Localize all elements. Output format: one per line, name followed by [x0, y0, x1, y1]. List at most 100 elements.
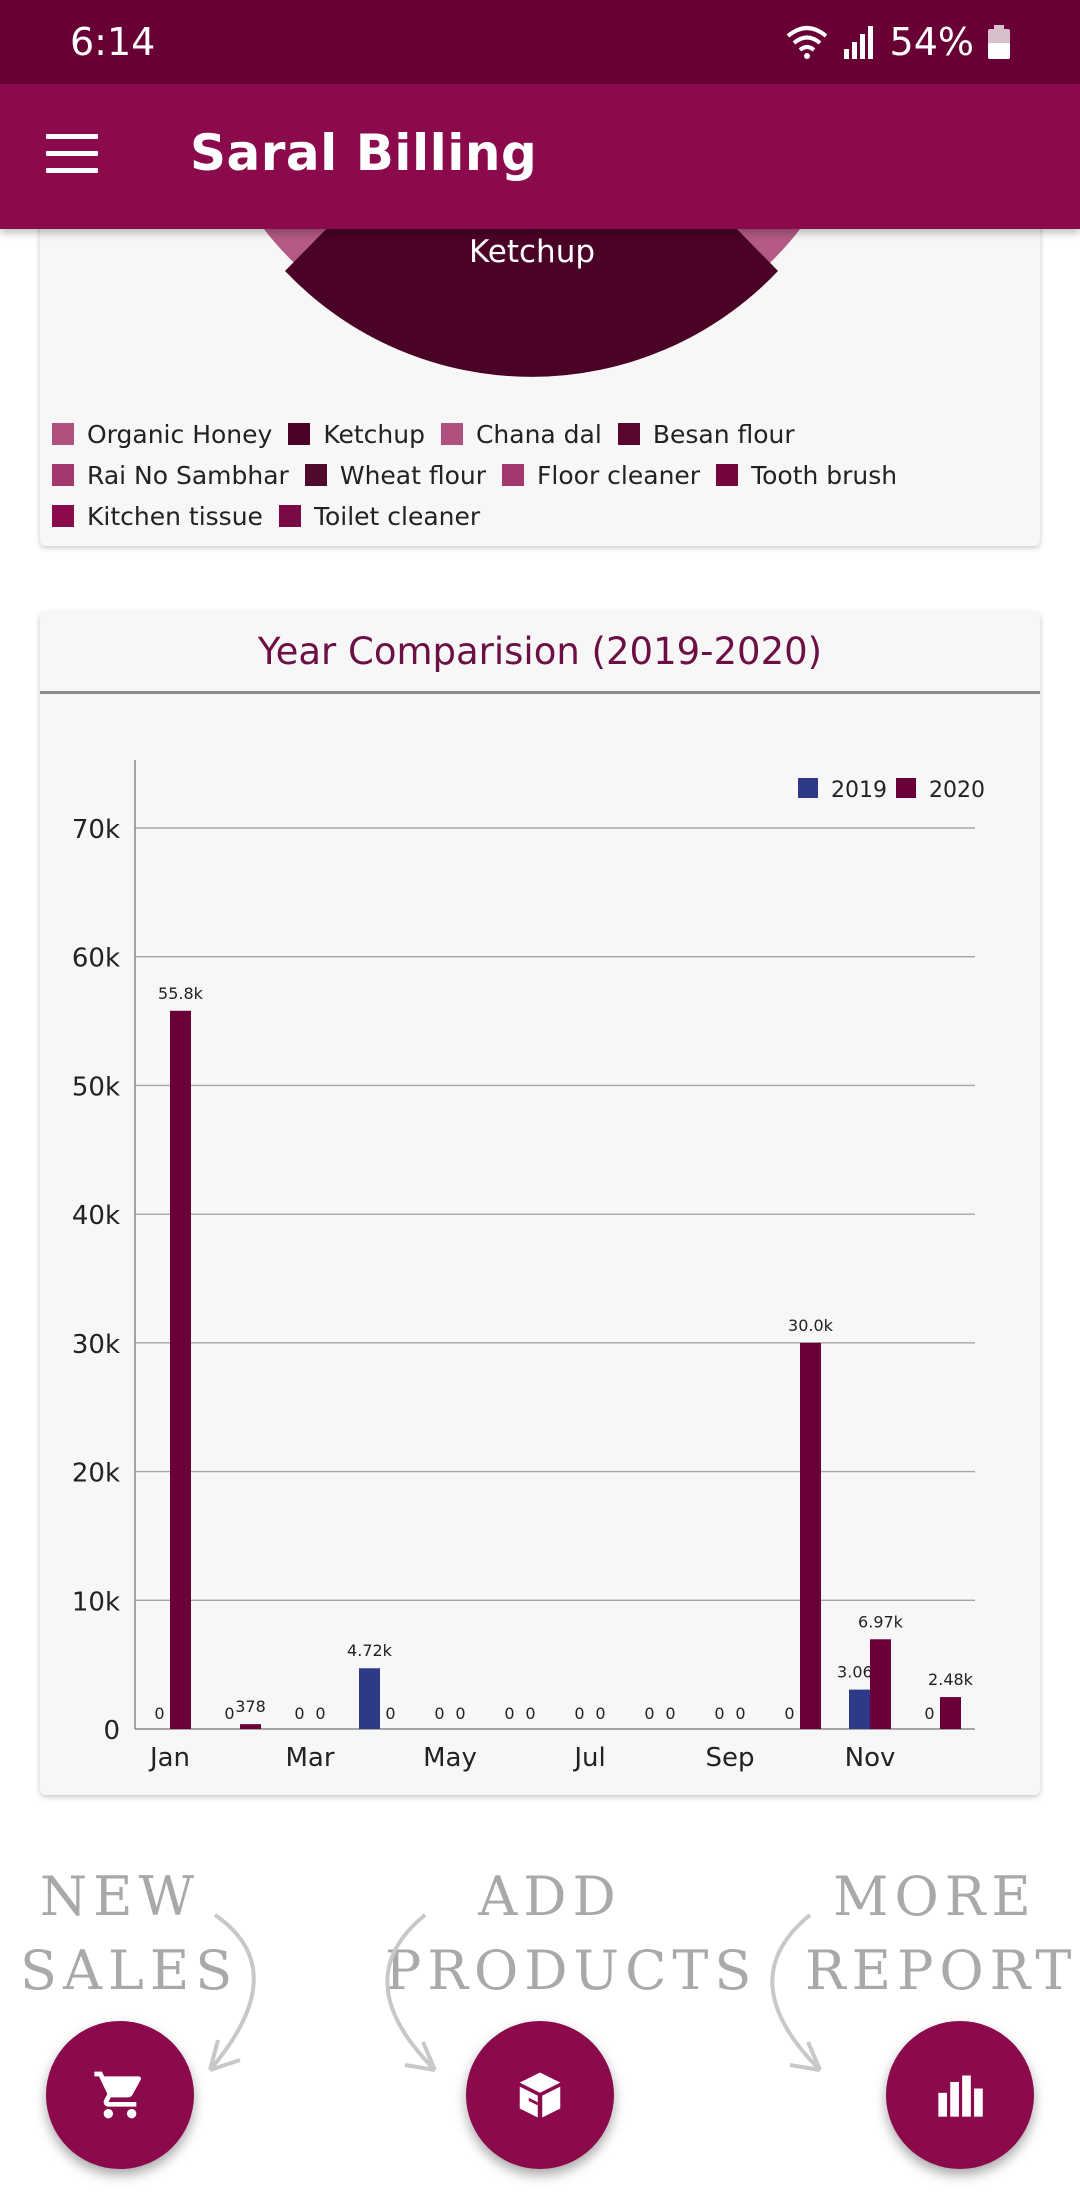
legend-item: Tooth brush [716, 459, 897, 491]
more-reports-line1: MORE [833, 1865, 1037, 1928]
legend-swatch [716, 464, 739, 486]
add-products-button[interactable] [466, 2021, 614, 2169]
data-label: 0 [784, 1704, 794, 1723]
app-bar: Saral Billing [0, 84, 1080, 229]
x-tick-label: Jul [572, 1743, 605, 1773]
legend-swatch [52, 505, 74, 527]
legend-label: Kitchen tissue [87, 501, 263, 531]
legend-swatch [617, 423, 640, 445]
legend-label: Chana dal [475, 419, 602, 449]
legend-swatch [288, 423, 311, 445]
app-title: Saral Billing [190, 124, 538, 182]
new-sales-line2: SALES [20, 1939, 239, 2002]
bar-2019-Apr [359, 1668, 380, 1729]
x-tick-label: Jan [148, 1743, 190, 1773]
data-label: 0 [574, 1704, 584, 1723]
data-label: 0 [504, 1704, 514, 1723]
legend-swatch [52, 423, 74, 445]
legend-swatch-2019 [798, 778, 818, 798]
x-tick-label: May [423, 1743, 477, 1773]
y-tick-label: 30k [72, 1330, 120, 1360]
box-icon [519, 2072, 561, 2118]
legend-swatch [502, 464, 525, 486]
chart-title: Year Comparision (2019-2020) [257, 630, 823, 673]
new-sales-line1: NEW [39, 1865, 201, 1928]
legend-item: Floor cleaner [502, 459, 700, 491]
bar-2019-Nov [849, 1689, 870, 1729]
legend-item: Kitchen tissue [52, 500, 263, 532]
status-bar: 6:14 54% [0, 0, 1080, 84]
data-label: 0 [924, 1704, 934, 1723]
legend-label-2019: 2019 [831, 778, 887, 803]
legend-label-2020: 2020 [929, 778, 985, 803]
legend-label: Ketchup [323, 419, 425, 449]
legend-label: Organic Honey [87, 419, 273, 449]
battery-percent: 54% [889, 20, 974, 64]
bar-2020-Jan [170, 1010, 191, 1729]
new-sales-button[interactable] [46, 2021, 194, 2169]
legend-item: Organic Honey [52, 418, 272, 450]
wifi-icon [786, 26, 827, 59]
curved-arrow-icon [770, 1913, 822, 2072]
add-products-line2: PRODUCTS [385, 1939, 758, 2002]
x-tick-label: Nov [845, 1743, 896, 1773]
legend-swatch [440, 423, 463, 445]
title-divider [40, 691, 1040, 694]
data-label: 0 [735, 1704, 745, 1723]
bar-2020-Nov [870, 1639, 891, 1729]
cart-icon [94, 2071, 142, 2119]
y-tick-label: 60k [72, 944, 120, 974]
year-comparison-card: Year Comparision (2019-2020) 0 10k 20k 30k 4… [40, 612, 1040, 1795]
data-label: 0 [455, 1704, 465, 1723]
data-label: 0 [224, 1704, 234, 1723]
legend-item: Ketchup [288, 418, 425, 450]
battery-icon [988, 25, 1010, 59]
pie-legend: Organic Honey Ketchup Chana dal Besan flour… [52, 418, 1032, 532]
pie-slice-label: Ketchup [469, 234, 595, 270]
add-products-line1: ADD [478, 1865, 622, 1928]
x-tick-label: Mar [285, 1743, 334, 1773]
data-label: 0 [595, 1704, 605, 1723]
legend-swatch [278, 505, 301, 527]
legend-swatch [52, 464, 74, 486]
legend-item: Rai No Sambhar [52, 459, 289, 491]
data-label: 0 [315, 1704, 325, 1723]
legend-label: Toilet cleaner [313, 501, 481, 531]
data-label: 378 [235, 1697, 266, 1716]
data-label: 0 [665, 1704, 675, 1723]
add-products-caption: ADD PRODUCTS [385, 1860, 758, 2008]
new-sales-caption: NEW SALES [20, 1860, 239, 2008]
data-label: 0 [525, 1704, 535, 1723]
data-label: 55.8k [158, 984, 204, 1003]
status-indicators: 54% [786, 18, 1010, 66]
legend-item: Chana dal [440, 418, 602, 450]
more-reports-button[interactable] [886, 2021, 1034, 2169]
bar-chart-icon [938, 2075, 983, 2117]
y-tick-label: 0 [103, 1716, 120, 1746]
data-label: 0 [434, 1704, 444, 1723]
legend-item: Besan flour [617, 418, 795, 450]
curved-arrow-icon [208, 1913, 256, 2072]
legend-item: Toilet cleaner [278, 500, 481, 532]
status-time: 6:14 [70, 20, 156, 64]
y-tick-label: 50k [72, 1072, 120, 1102]
legend-label: Floor cleaner [537, 460, 701, 490]
legend-label: Rai No Sambhar [87, 460, 289, 490]
curved-arrow-icon [385, 1913, 437, 2072]
data-label: 2.48k [928, 1670, 974, 1689]
data-label: 0 [294, 1704, 304, 1723]
more-reports-caption: MORE REPORTS [805, 1860, 1080, 2008]
data-label: 0 [385, 1704, 395, 1723]
menu-icon[interactable] [46, 134, 98, 174]
data-label: 30.0k [788, 1316, 834, 1335]
legend-label: Tooth brush [751, 460, 898, 490]
y-tick-label: 70k [72, 815, 120, 845]
signal-icon [843, 26, 873, 59]
x-tick-label: Sep [705, 1743, 754, 1773]
bar-2020-Feb [240, 1724, 261, 1729]
legend-swatch-2020 [896, 778, 916, 798]
data-label: 0 [644, 1704, 654, 1723]
data-label: 0 [154, 1704, 164, 1723]
more-reports-line2: REPORTS [805, 1939, 1080, 2002]
legend-label: Wheat flour [339, 460, 487, 490]
